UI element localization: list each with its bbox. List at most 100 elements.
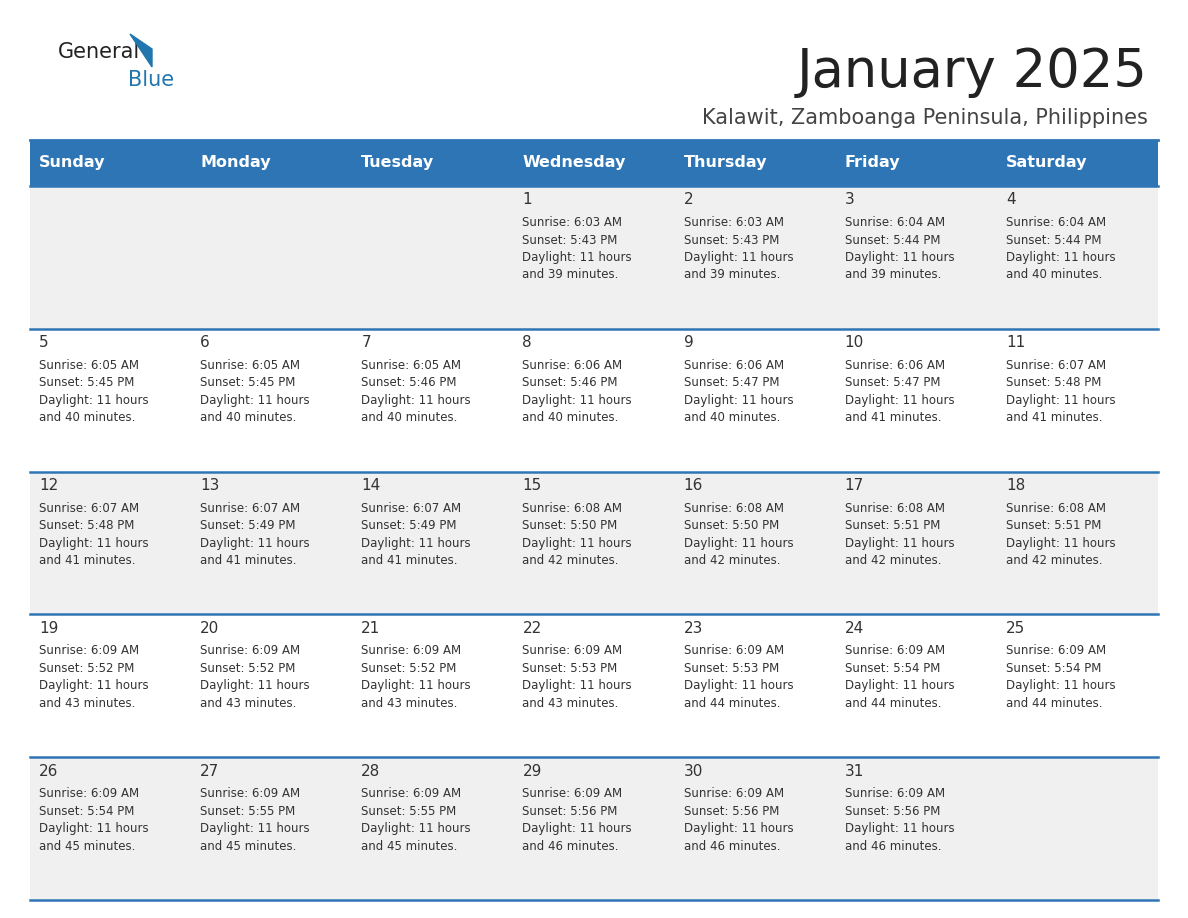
Text: and 41 minutes.: and 41 minutes. [361, 554, 457, 567]
Text: 23: 23 [683, 621, 703, 636]
Text: Wednesday: Wednesday [523, 155, 626, 171]
Text: and 40 minutes.: and 40 minutes. [683, 411, 781, 424]
Text: Daylight: 11 hours: Daylight: 11 hours [39, 823, 148, 835]
Text: and 40 minutes.: and 40 minutes. [39, 411, 135, 424]
Text: Sunset: 5:44 PM: Sunset: 5:44 PM [1006, 233, 1101, 247]
Text: Kalawit, Zamboanga Peninsula, Philippines: Kalawit, Zamboanga Peninsula, Philippine… [702, 108, 1148, 128]
Text: 17: 17 [845, 478, 864, 493]
Text: Daylight: 11 hours: Daylight: 11 hours [39, 394, 148, 407]
Text: General: General [58, 42, 140, 62]
Text: and 39 minutes.: and 39 minutes. [523, 268, 619, 282]
Bar [353, 140, 513, 186]
Text: 8: 8 [523, 335, 532, 351]
Text: and 41 minutes.: and 41 minutes. [39, 554, 135, 567]
Text: Sunset: 5:48 PM: Sunset: 5:48 PM [1006, 376, 1101, 389]
Text: Sunrise: 6:04 AM: Sunrise: 6:04 AM [1006, 216, 1106, 229]
Bar [675, 140, 835, 186]
Text: 14: 14 [361, 478, 380, 493]
Text: Thursday: Thursday [683, 155, 767, 171]
Text: and 42 minutes.: and 42 minutes. [1006, 554, 1102, 567]
Bar [30, 186, 1158, 329]
Text: and 39 minutes.: and 39 minutes. [845, 268, 941, 282]
Text: and 45 minutes.: and 45 minutes. [39, 840, 135, 853]
Bar [30, 140, 191, 186]
Text: Sunrise: 6:07 AM: Sunrise: 6:07 AM [200, 501, 301, 515]
Text: Sunrise: 6:09 AM: Sunrise: 6:09 AM [39, 788, 139, 800]
Text: Sunset: 5:53 PM: Sunset: 5:53 PM [523, 662, 618, 675]
Text: Monday: Monday [200, 155, 271, 171]
Text: Sunset: 5:45 PM: Sunset: 5:45 PM [39, 376, 134, 389]
Text: Sunrise: 6:09 AM: Sunrise: 6:09 AM [683, 644, 784, 657]
Text: and 40 minutes.: and 40 minutes. [200, 411, 297, 424]
Bar [997, 140, 1158, 186]
Text: and 39 minutes.: and 39 minutes. [683, 268, 781, 282]
Text: and 44 minutes.: and 44 minutes. [1006, 697, 1102, 710]
Text: Daylight: 11 hours: Daylight: 11 hours [845, 679, 954, 692]
Text: Daylight: 11 hours: Daylight: 11 hours [361, 537, 470, 550]
Text: and 43 minutes.: and 43 minutes. [39, 697, 135, 710]
Text: Sunset: 5:44 PM: Sunset: 5:44 PM [845, 233, 940, 247]
Text: Blue: Blue [128, 70, 175, 90]
Text: Sunrise: 6:09 AM: Sunrise: 6:09 AM [845, 788, 944, 800]
Bar [30, 757, 1158, 900]
Text: Daylight: 11 hours: Daylight: 11 hours [200, 537, 310, 550]
Text: 7: 7 [361, 335, 371, 351]
Text: Sunrise: 6:09 AM: Sunrise: 6:09 AM [361, 788, 461, 800]
Text: 10: 10 [845, 335, 864, 351]
Text: and 44 minutes.: and 44 minutes. [683, 697, 781, 710]
Text: Daylight: 11 hours: Daylight: 11 hours [845, 823, 954, 835]
Text: Sunrise: 6:09 AM: Sunrise: 6:09 AM [523, 644, 623, 657]
Text: Sunset: 5:52 PM: Sunset: 5:52 PM [361, 662, 456, 675]
Text: Sunset: 5:49 PM: Sunset: 5:49 PM [361, 519, 456, 532]
Text: Sunrise: 6:07 AM: Sunrise: 6:07 AM [39, 501, 139, 515]
Text: Sunrise: 6:09 AM: Sunrise: 6:09 AM [683, 788, 784, 800]
Text: Daylight: 11 hours: Daylight: 11 hours [361, 394, 470, 407]
Text: Daylight: 11 hours: Daylight: 11 hours [523, 251, 632, 264]
Text: 1: 1 [523, 193, 532, 207]
Text: and 40 minutes.: and 40 minutes. [523, 411, 619, 424]
Text: and 43 minutes.: and 43 minutes. [523, 697, 619, 710]
Text: Daylight: 11 hours: Daylight: 11 hours [200, 823, 310, 835]
Text: Daylight: 11 hours: Daylight: 11 hours [845, 251, 954, 264]
Text: Sunset: 5:52 PM: Sunset: 5:52 PM [39, 662, 134, 675]
Text: Daylight: 11 hours: Daylight: 11 hours [1006, 679, 1116, 692]
Text: Sunset: 5:53 PM: Sunset: 5:53 PM [683, 662, 779, 675]
Text: Sunday: Sunday [39, 155, 106, 171]
Text: Sunset: 5:50 PM: Sunset: 5:50 PM [523, 519, 618, 532]
Text: Sunrise: 6:06 AM: Sunrise: 6:06 AM [845, 359, 944, 372]
Text: Sunset: 5:55 PM: Sunset: 5:55 PM [361, 805, 456, 818]
Text: Sunset: 5:50 PM: Sunset: 5:50 PM [683, 519, 779, 532]
Text: and 43 minutes.: and 43 minutes. [200, 697, 297, 710]
Text: Sunrise: 6:05 AM: Sunrise: 6:05 AM [361, 359, 461, 372]
Text: Sunrise: 6:08 AM: Sunrise: 6:08 AM [683, 501, 784, 515]
Text: Sunrise: 6:05 AM: Sunrise: 6:05 AM [39, 359, 139, 372]
Text: 30: 30 [683, 764, 703, 778]
Bar [30, 472, 1158, 614]
Bar [30, 614, 1158, 757]
Text: Sunrise: 6:03 AM: Sunrise: 6:03 AM [523, 216, 623, 229]
Text: 15: 15 [523, 478, 542, 493]
Bar [513, 140, 675, 186]
Text: Sunset: 5:56 PM: Sunset: 5:56 PM [845, 805, 940, 818]
Text: Daylight: 11 hours: Daylight: 11 hours [1006, 251, 1116, 264]
Text: 5: 5 [39, 335, 49, 351]
Text: 2: 2 [683, 193, 693, 207]
Text: Sunset: 5:51 PM: Sunset: 5:51 PM [1006, 519, 1101, 532]
Text: Sunrise: 6:05 AM: Sunrise: 6:05 AM [200, 359, 301, 372]
Text: 13: 13 [200, 478, 220, 493]
Text: Daylight: 11 hours: Daylight: 11 hours [683, 251, 794, 264]
Text: 28: 28 [361, 764, 380, 778]
Text: and 43 minutes.: and 43 minutes. [361, 697, 457, 710]
Text: Sunrise: 6:08 AM: Sunrise: 6:08 AM [1006, 501, 1106, 515]
Text: 21: 21 [361, 621, 380, 636]
Text: and 45 minutes.: and 45 minutes. [361, 840, 457, 853]
Text: Daylight: 11 hours: Daylight: 11 hours [523, 823, 632, 835]
Text: 16: 16 [683, 478, 703, 493]
Text: Sunrise: 6:04 AM: Sunrise: 6:04 AM [845, 216, 944, 229]
Text: 29: 29 [523, 764, 542, 778]
Text: Sunset: 5:54 PM: Sunset: 5:54 PM [845, 662, 940, 675]
Text: and 41 minutes.: and 41 minutes. [845, 411, 941, 424]
Text: 11: 11 [1006, 335, 1025, 351]
Text: and 42 minutes.: and 42 minutes. [845, 554, 941, 567]
Text: Sunrise: 6:06 AM: Sunrise: 6:06 AM [683, 359, 784, 372]
